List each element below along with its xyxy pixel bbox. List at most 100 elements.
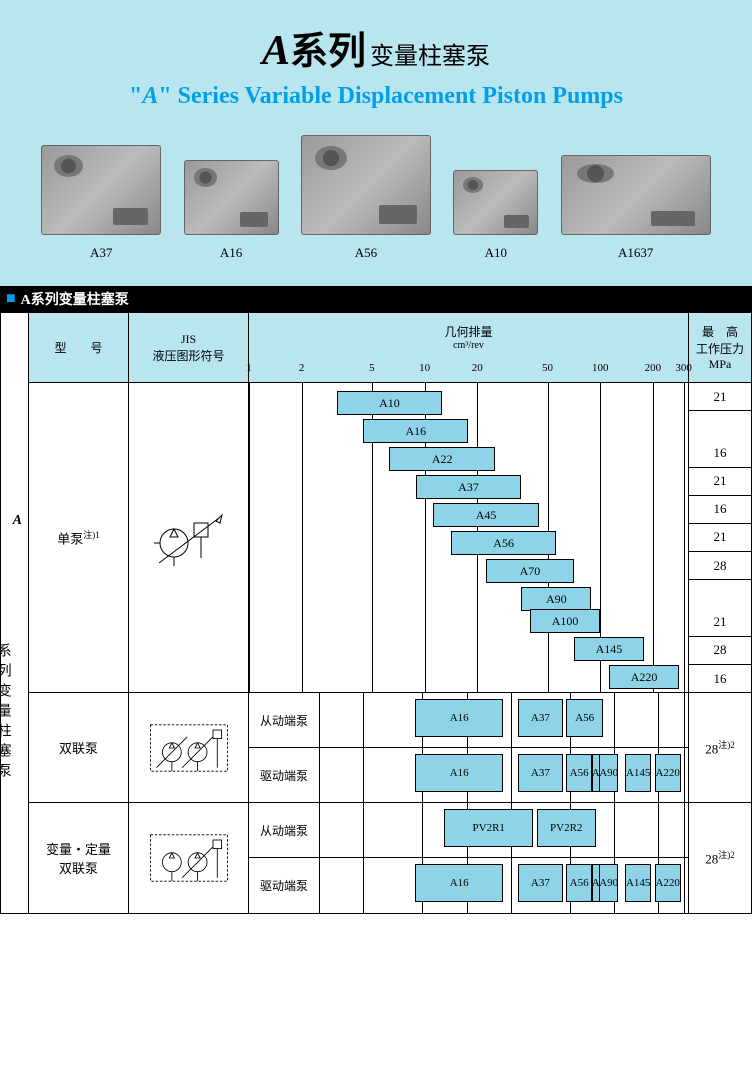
row-single-pump: 单泵注)1 A10A16A22A37A45A56A70A90A100A145A2… xyxy=(29,383,751,693)
product-a16: A16 xyxy=(184,160,279,261)
mpa-cell: 28 xyxy=(689,552,751,580)
bar-a56: A56 xyxy=(451,531,556,555)
sub-label: 从动端泵 xyxy=(249,693,319,747)
bar-a37: A37 xyxy=(518,754,562,792)
sub-bars: A16A37A56A70A90A145A220 xyxy=(319,748,688,803)
cell-jis-double xyxy=(129,693,249,802)
bar-a220: A220 xyxy=(655,754,681,792)
mpa-fixed: 28注)2 xyxy=(689,803,751,913)
cell-type-double: 双联泵 xyxy=(29,693,129,802)
bar-a220: A220 xyxy=(609,665,679,689)
row-fixed-variable: 变量・定量 双联泵 从动端泵PV2R1PV2R2驱动端泵A16A37A56A70… xyxy=(29,803,751,913)
title-chinese: A系列 变量柱塞泵 xyxy=(0,20,752,75)
product-label: A1637 xyxy=(561,245,711,261)
jis-symbol-single-icon xyxy=(144,508,234,568)
spec-chart: A系列变量柱塞泵 型 号 JIS 液压图形符号 几何排量 cm³/rev 125… xyxy=(0,312,752,914)
chart-single: A10A16A22A37A45A56A70A90A100A145A220 xyxy=(249,383,689,692)
cell-type-fixed: 变量・定量 双联泵 xyxy=(29,803,129,913)
scale-ticks: 125102050100200300 xyxy=(249,360,688,382)
pump-image xyxy=(561,155,711,235)
scale-tick: 300 xyxy=(675,362,692,374)
mpa-cell: 21 xyxy=(689,524,751,552)
bar-a90: A90 xyxy=(599,864,617,902)
mpa-cell: 21 xyxy=(689,468,751,496)
hero-section: A系列 变量柱塞泵 "A" Series Variable Displaceme… xyxy=(0,0,752,286)
square-bullet-icon: ■ xyxy=(6,290,16,308)
row-double-pump: 双联泵 从动端泵A16A37A56驱动端泵A16A37A56A70A90A145… xyxy=(29,693,751,803)
sub-bars: A16A37A56 xyxy=(319,693,688,747)
bar-a45: A45 xyxy=(433,503,538,527)
mpa-cell: 16 xyxy=(689,439,751,467)
pump-image xyxy=(301,135,431,235)
th-type: 型 号 xyxy=(29,313,129,382)
mpa-cell: 21 xyxy=(689,383,751,411)
scale-tick: 10 xyxy=(419,362,430,374)
chart-fixed: 从动端泵PV2R1PV2R2驱动端泵A16A37A56A70A90A145A22… xyxy=(249,803,689,913)
bar-a56: A56 xyxy=(566,754,592,792)
section-header: ■ A系列变量柱塞泵 xyxy=(0,286,752,312)
scale-tick: 200 xyxy=(645,362,662,374)
gridline xyxy=(249,383,250,692)
bar-a10: A10 xyxy=(337,391,442,415)
scale-tick: 2 xyxy=(299,362,305,374)
pump-image xyxy=(184,160,279,235)
mpa-cell: 16 xyxy=(689,496,751,524)
sub-label: 驱动端泵 xyxy=(249,748,319,803)
sub-row: 从动端泵PV2R1PV2R2 xyxy=(249,803,688,858)
bar-a37: A37 xyxy=(518,699,562,737)
bar-a220: A220 xyxy=(655,864,681,902)
bar-a90: A90 xyxy=(599,754,617,792)
mpa-cell: 16 xyxy=(689,665,751,693)
cell-jis-single xyxy=(129,383,249,692)
gridline xyxy=(653,383,654,692)
sub-row: 驱动端泵A16A37A56A70A90A145A220 xyxy=(249,858,688,913)
th-jis: JIS 液压图形符号 xyxy=(129,313,249,382)
mpa-cell xyxy=(689,411,751,439)
pump-image xyxy=(453,170,538,235)
mpa-double: 28注)2 xyxy=(689,693,751,802)
side-label: A系列变量柱塞泵 xyxy=(1,313,29,913)
mpa-cell: 21 xyxy=(689,608,751,636)
bar-pv2r2: PV2R2 xyxy=(537,809,596,847)
section-title: A系列变量柱塞泵 xyxy=(21,289,129,309)
bar-a37: A37 xyxy=(518,864,562,902)
mpa-col-double: 28注)2 xyxy=(689,693,751,802)
mpa-cell: 28 xyxy=(689,637,751,665)
product-a1637: A1637 xyxy=(561,155,711,261)
sub-bars: A16A37A56A70A90A145A220 xyxy=(319,858,688,913)
th-displacement: 几何排量 cm³/rev 125102050100200300 xyxy=(249,313,689,382)
bar-a16: A16 xyxy=(415,864,504,902)
bar-a145: A145 xyxy=(574,637,644,661)
scale-tick: 50 xyxy=(542,362,553,374)
product-label: A16 xyxy=(184,245,279,261)
bar-a16: A16 xyxy=(415,699,504,737)
sub-row: 驱动端泵A16A37A56A70A90A145A220 xyxy=(249,748,688,803)
bar-a100: A100 xyxy=(530,609,600,633)
product-a37: A37 xyxy=(41,145,161,261)
bar-a16: A16 xyxy=(363,419,468,443)
bar-a37: A37 xyxy=(416,475,521,499)
product-a56: A56 xyxy=(301,135,431,261)
cell-jis-fixed xyxy=(129,803,249,913)
scale-tick: 5 xyxy=(369,362,375,374)
pump-image xyxy=(41,145,161,235)
product-a10: A10 xyxy=(453,170,538,261)
jis-symbol-double-icon xyxy=(144,718,234,778)
bar-a16: A16 xyxy=(415,754,504,792)
bar-a70: A70 xyxy=(486,559,574,583)
mpa-col-fixed: 28注)2 xyxy=(689,803,751,913)
bar-a145: A145 xyxy=(625,754,651,792)
product-label: A37 xyxy=(41,245,161,261)
product-gallery: A37 A16 A56 A10 A1637 xyxy=(0,110,752,276)
scale-tick: 100 xyxy=(592,362,609,374)
gridline xyxy=(302,383,303,692)
cell-type-single: 单泵注)1 xyxy=(29,383,129,692)
title-english: "A" Series Variable Displacement Piston … xyxy=(0,83,752,110)
scale-tick: 1 xyxy=(246,362,252,374)
mpa-col-single: 211621162128212816 xyxy=(689,383,751,692)
product-label: A10 xyxy=(453,245,538,261)
bar-a145: A145 xyxy=(625,864,651,902)
title-a-logo: A xyxy=(262,28,290,74)
product-label: A56 xyxy=(301,245,431,261)
th-pressure: 最 高 工作压力 MPa xyxy=(689,313,751,382)
